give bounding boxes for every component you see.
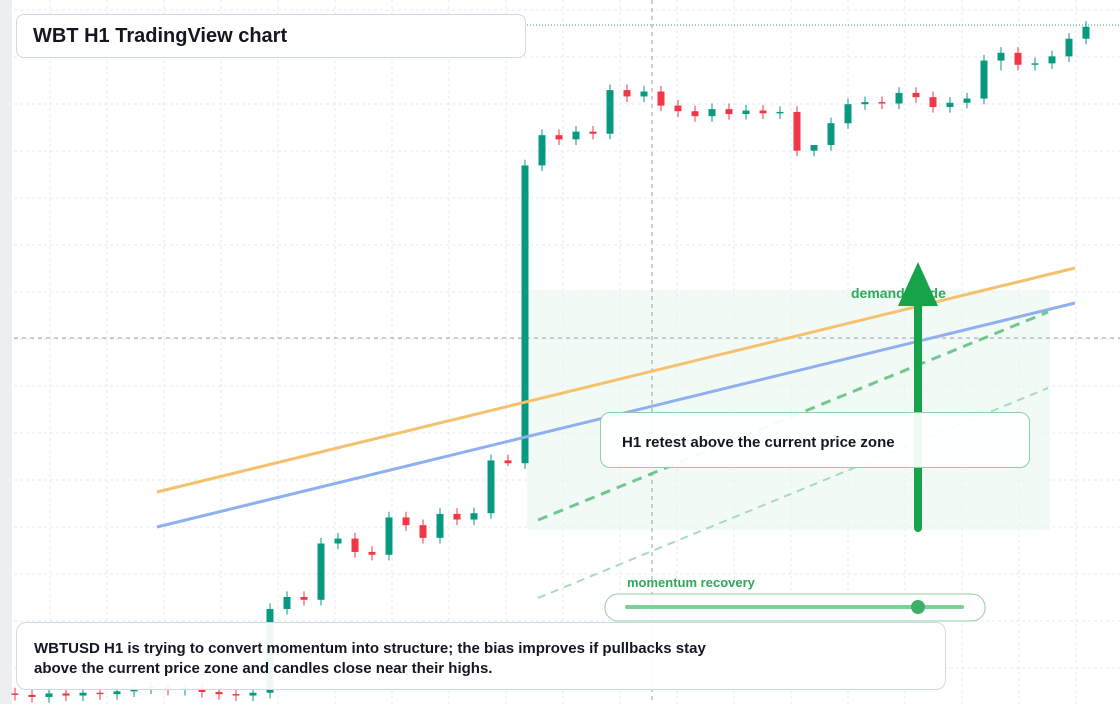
candle-body	[691, 111, 699, 117]
candle-body	[368, 551, 376, 555]
candle-body	[623, 90, 631, 97]
candle-body	[589, 131, 597, 134]
candle-body	[317, 543, 325, 600]
candle-body	[45, 693, 53, 697]
candle-body	[487, 460, 495, 514]
candle-body	[572, 131, 580, 140]
candle-body	[640, 91, 648, 97]
candle-body	[657, 91, 665, 106]
title: WBT H1 TradingView chart	[33, 25, 288, 47]
candle-body	[249, 692, 257, 696]
candle-body	[453, 513, 461, 520]
left-strip	[0, 0, 12, 704]
candle-body	[674, 105, 682, 112]
candle-body	[96, 692, 104, 695]
note-line: WBTUSD H1 is trying to convert momentum …	[34, 640, 706, 657]
candle-body	[725, 109, 733, 115]
candle-body	[759, 110, 767, 114]
candle-body	[844, 104, 852, 124]
candle-body	[113, 691, 121, 695]
callout-box: H1 retest above the current price zone	[600, 412, 1030, 468]
candle-body	[1082, 26, 1090, 39]
candle-body	[946, 102, 954, 108]
candle-body	[606, 90, 614, 134]
candle-body	[1065, 38, 1073, 57]
title-box: WBT H1 TradingView chart	[16, 14, 526, 58]
candle-body	[555, 135, 563, 140]
candle-body	[283, 596, 291, 609]
candle-body	[351, 538, 359, 552]
candle-body	[1048, 56, 1056, 64]
candle-body	[79, 692, 87, 696]
arrow-head	[898, 262, 938, 306]
candle-body	[11, 693, 19, 695]
candle-body	[62, 693, 70, 696]
candle-body	[980, 60, 988, 99]
candle-body	[776, 111, 784, 114]
candle-body	[997, 52, 1005, 61]
candle-body	[1031, 63, 1039, 65]
candle-body	[793, 111, 801, 151]
candle-body	[538, 135, 546, 166]
candle-body	[419, 525, 427, 538]
candle-body	[810, 145, 818, 151]
candle-body	[1014, 52, 1022, 65]
candle-body	[215, 692, 223, 695]
candle-body	[385, 517, 393, 555]
candle-body	[402, 517, 410, 526]
candle-body	[521, 165, 529, 464]
candle-body	[504, 460, 512, 464]
candle-body	[708, 109, 716, 117]
candle-body	[827, 123, 835, 146]
candle-body	[878, 102, 886, 104]
slider-label: momentum recovery	[627, 575, 756, 590]
candle-body	[436, 513, 444, 538]
dashed-guide-light	[537, 387, 1049, 599]
candle-body	[28, 694, 36, 697]
note-box: WBTUSD H1 is trying to convert momentum …	[16, 622, 946, 690]
candle-body	[912, 92, 920, 98]
candle-body	[470, 513, 478, 520]
candle-body	[334, 538, 342, 544]
candle-body	[895, 92, 903, 104]
note-line: above the current price zone and candles…	[34, 660, 493, 677]
candle-body	[742, 110, 750, 115]
candle-body	[861, 102, 869, 105]
candle-body	[929, 97, 937, 108]
callout: H1 retest above the current price zone	[622, 434, 895, 451]
candle-body	[232, 694, 240, 696]
candle-body	[963, 98, 971, 103]
candle-body	[300, 596, 308, 600]
slider-knob[interactable]	[911, 600, 925, 614]
